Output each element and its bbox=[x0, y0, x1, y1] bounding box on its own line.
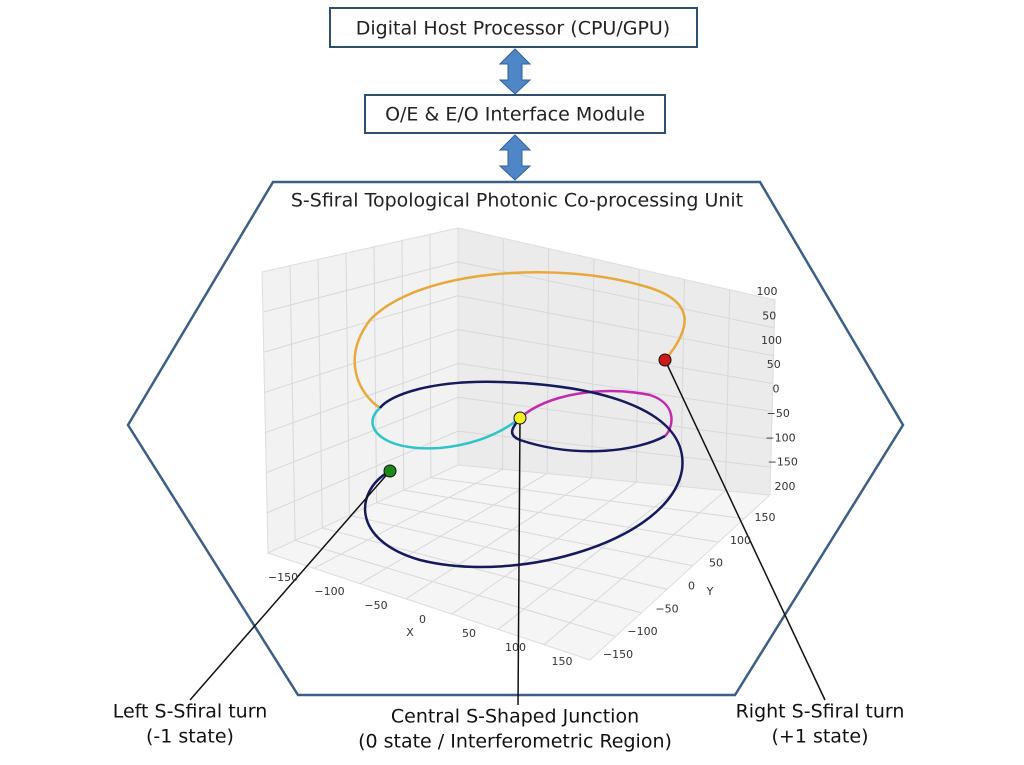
curves bbox=[353, 271, 686, 569]
callout: Central S-Shaped Junction bbox=[391, 706, 639, 728]
grid-line bbox=[262, 261, 459, 313]
unit-title: S-Sfiral Topological Photonic Co-process… bbox=[291, 190, 743, 212]
grid-line bbox=[403, 489, 719, 543]
grid-line bbox=[313, 468, 503, 569]
grid-line bbox=[457, 329, 773, 385]
y-axis-label: Y bbox=[706, 585, 714, 598]
grid-line bbox=[546, 248, 550, 474]
grid-line bbox=[289, 265, 296, 541]
y-tick-label: 0 bbox=[688, 580, 695, 593]
grid-line bbox=[373, 246, 378, 503]
left-dot bbox=[383, 464, 397, 478]
grid-line bbox=[543, 490, 726, 646]
grid-line bbox=[457, 396, 772, 440]
z-tick-label: 50 bbox=[762, 309, 776, 322]
z-tick-label: −150 bbox=[768, 456, 798, 469]
y-tick-label: 50 bbox=[709, 557, 723, 570]
y-tick-label: 100 bbox=[730, 534, 751, 547]
y-tick-label: −100 bbox=[627, 625, 657, 638]
hexagon bbox=[126, 180, 905, 697]
grid-line bbox=[265, 362, 459, 434]
y-tick-label: 150 bbox=[755, 511, 776, 524]
callout: (-1 state) bbox=[146, 726, 234, 748]
center-dot bbox=[513, 411, 527, 425]
grid-line bbox=[263, 295, 459, 353]
z-tick-label: −50 bbox=[767, 407, 790, 420]
z-tick-label: 100 bbox=[757, 285, 778, 298]
grid-line bbox=[376, 502, 693, 567]
grid-line bbox=[429, 234, 432, 478]
x-tick-label: −150 bbox=[268, 571, 298, 584]
grid-line bbox=[457, 295, 774, 357]
host-label: Digital Host Processor (CPU/GPU) bbox=[356, 18, 670, 40]
z-tick-label: 0 bbox=[773, 383, 780, 396]
grid-line bbox=[349, 514, 668, 590]
callout: Left S-Sfiral turn bbox=[113, 701, 268, 723]
z-tick-label: 100 bbox=[761, 334, 782, 347]
interface-box bbox=[364, 94, 666, 134]
grid-line bbox=[401, 240, 405, 491]
grid-line bbox=[457, 362, 773, 412]
y-tick-label: −50 bbox=[655, 602, 678, 615]
arrow bbox=[498, 134, 532, 181]
grid-line bbox=[430, 477, 745, 520]
right-dot bbox=[658, 353, 672, 367]
grid-line bbox=[451, 481, 637, 615]
grid-line bbox=[405, 477, 592, 600]
grid-line bbox=[264, 329, 459, 393]
x-tick-label: 0 bbox=[419, 613, 426, 626]
z-tick-label: 200 bbox=[775, 480, 796, 493]
plot-grid bbox=[261, 227, 776, 661]
interface-label: O/E & E/O Interface Module bbox=[385, 104, 645, 126]
grid-line bbox=[724, 289, 731, 491]
y-tick-label: −150 bbox=[603, 648, 633, 661]
callout: Right S-Sfiral turn bbox=[736, 701, 905, 723]
grid-line bbox=[266, 430, 459, 514]
leader-line bbox=[517, 417, 521, 706]
grid-line bbox=[317, 259, 323, 528]
arrow bbox=[498, 48, 532, 95]
x-tick-label: 100 bbox=[505, 641, 526, 654]
grid-line bbox=[497, 486, 682, 630]
z-tick-label: 50 bbox=[767, 358, 781, 371]
z-tick-label: −100 bbox=[765, 431, 795, 444]
x-axis-label: X bbox=[406, 626, 414, 639]
x-tick-label: −50 bbox=[364, 599, 387, 612]
grid-line bbox=[266, 396, 459, 474]
grid-line bbox=[345, 253, 350, 516]
x-tick-label: 150 bbox=[552, 655, 573, 668]
grid-line bbox=[322, 527, 642, 614]
grid-line bbox=[294, 539, 616, 637]
grid-line bbox=[591, 258, 595, 478]
x-tick-label: −100 bbox=[314, 585, 344, 598]
host-box bbox=[329, 7, 698, 48]
grid-line bbox=[359, 473, 548, 585]
callout: (+1 state) bbox=[771, 726, 868, 748]
x-tick-label: 50 bbox=[462, 627, 476, 640]
leader-line bbox=[664, 359, 826, 701]
callout: (0 state / Interferometric Region) bbox=[358, 731, 672, 753]
leader-line bbox=[189, 470, 391, 701]
